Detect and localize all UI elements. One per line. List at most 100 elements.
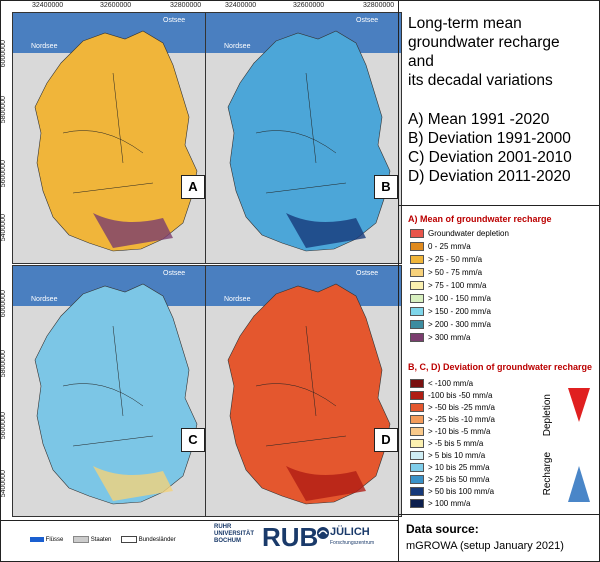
juelich-sub: Forschungszentrum [330, 540, 375, 546]
legend-swatch [410, 499, 424, 509]
state-borders [255, 325, 347, 447]
depletion-triangle [568, 388, 590, 422]
list-item: B) Deviation 1991-2000 [408, 130, 571, 147]
legend-label: > 200 - 300 mm/a [428, 320, 491, 329]
y-tick: 5800000 [0, 350, 7, 378]
legend-swatch [410, 255, 424, 265]
legend-row: > -10 bis -5 mm/a [410, 426, 490, 437]
divider [398, 514, 600, 515]
legend-row: > 50 - 75 mm/a [410, 267, 482, 278]
germany-map [13, 266, 208, 505]
north-sea-label: Nordsee [31, 43, 58, 50]
divider [398, 0, 399, 562]
panel-label-d: D [374, 428, 398, 452]
baltic-sea-label: Ostsee [356, 17, 379, 24]
legend-row: > 50 bis 100 mm/a [410, 486, 494, 497]
legend-row: > 200 - 300 mm/a [410, 319, 491, 330]
legend-row: > 100 - 150 mm/a [410, 293, 491, 304]
y-tick: 6000000 [0, 290, 7, 318]
x-tick: 32400000 [32, 2, 64, 9]
legend-swatch [410, 379, 424, 389]
x-tick: 32400000 [225, 2, 257, 9]
legend-label: > 50 - 75 mm/a [428, 268, 483, 277]
south-region [93, 466, 173, 501]
legend-row: > 100 mm/a [410, 498, 470, 509]
legend-row: > 25 bis 50 mm/a [410, 474, 490, 485]
panel-label-b: B [374, 175, 398, 199]
legend-row: < -100 mm/a [410, 378, 473, 389]
states-label: Staaten [90, 537, 112, 544]
south-region [93, 213, 173, 248]
legend-swatch [410, 415, 424, 425]
legend-label: Groundwater depletion [428, 229, 509, 238]
legend-swatch [410, 229, 424, 239]
legend-label: > 50 bis 100 mm/a [428, 487, 495, 496]
y-tick: 5800000 [0, 96, 7, 124]
legend-swatch [410, 487, 424, 497]
y-tick: 5600000 [0, 412, 7, 440]
map-panel-a: A Nordsee Ostsee [12, 12, 209, 264]
legend-label: > 100 mm/a [428, 499, 471, 508]
legend-swatch [410, 475, 424, 485]
legend-swatch [410, 403, 424, 413]
germany-map [13, 13, 208, 252]
germany-shape [34, 283, 198, 505]
legend-row: > -5 bis 5 mm/a [410, 438, 483, 449]
borders-label: Bundesländer [138, 537, 176, 544]
germany-map [206, 266, 401, 505]
legend-swatch [410, 427, 424, 437]
list-item: D) Deviation 2011-2020 [408, 168, 571, 185]
borders-swatch [121, 536, 138, 543]
north-sea-label: Nordsee [224, 296, 251, 303]
legend-swatch [410, 463, 424, 473]
list-item: C) Deviation 2001-2010 [408, 149, 572, 166]
y-tick: 5600000 [0, 160, 7, 188]
recharge-label: Recharge [542, 452, 553, 496]
germany-shape [34, 30, 198, 252]
legend-swatch [410, 242, 424, 252]
depletion-label: Depletion [542, 394, 553, 437]
south-region [286, 213, 366, 248]
south-region [286, 466, 366, 501]
rivers-swatch [30, 537, 44, 542]
legend-row: 0 - 25 mm/a [410, 241, 471, 252]
legend-label: > -10 bis -5 mm/a [428, 427, 491, 436]
divider [398, 205, 600, 206]
ruhr-uni-logo: RUHR UNIVERSITÄT BOCHUM [214, 524, 255, 544]
legend-label: > -25 bis -10 mm/a [428, 415, 495, 424]
y-tick: 6000000 [0, 40, 7, 68]
map-panel-b: B Nordsee Ostsee [205, 12, 402, 264]
panel-label-a: A [181, 175, 205, 199]
legend-label: > 300 mm/a [428, 333, 471, 342]
list-item: A) Mean 1991 -2020 [408, 111, 550, 128]
legend-label: -100 bis -50 mm/a [428, 391, 493, 400]
source-label: Data source: [406, 522, 479, 536]
baltic-sea-label: Ostsee [356, 270, 379, 277]
legend-row: > 300 mm/a [410, 332, 470, 343]
legend-swatch [410, 439, 424, 449]
y-tick: 5400000 [0, 470, 7, 498]
legend-label: > 25 - 50 mm/a [428, 255, 483, 264]
juelich-icon [317, 527, 329, 539]
legend-label: > 5 bis 10 mm/a [428, 451, 486, 460]
state-borders [62, 325, 154, 447]
panel-label-c: C [181, 428, 205, 452]
legend-row: > -50 bis -25 mm/a [410, 402, 495, 413]
depletion-recharge-triangles [568, 388, 590, 502]
legend-label: > 75 - 100 mm/a [428, 281, 487, 290]
legend-swatch [410, 320, 424, 330]
y-tick: 5400000 [0, 214, 7, 242]
bottom-legend: Flüsse Staaten Bundesländer [30, 536, 176, 543]
legend-label: > 25 bis 50 mm/a [428, 475, 490, 484]
legend-swatch [410, 451, 424, 461]
baltic-sea-label: Ostsee [163, 270, 186, 277]
x-tick: 32600000 [100, 2, 132, 9]
legend-label: 0 - 25 mm/a [428, 242, 471, 251]
legend-a-title: A) Mean of groundwater recharge [408, 214, 552, 224]
map-panel-c: C Nordsee Ostsee [12, 265, 209, 517]
legend-swatch [410, 281, 424, 291]
source-value: mGROWA (setup January 2021) [406, 540, 564, 552]
states-swatch [73, 536, 90, 543]
rivers-label: Flüsse [45, 537, 64, 544]
baltic-sea-label: Ostsee [163, 17, 186, 24]
